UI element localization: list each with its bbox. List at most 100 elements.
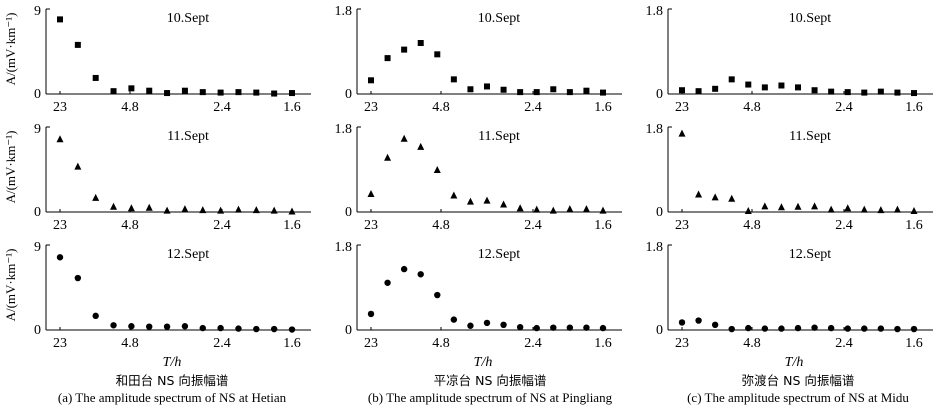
x-tick-label-pingliang-11sept-0: 23 [364,218,378,233]
y-tick-label-zero-hetian-12sept: 0 [34,323,41,338]
x-tick-label-midu-12sept-1: 4.8 [743,336,761,351]
data-point-midu-11sept-6 [777,203,785,211]
data-point-pingliang-12sept-1 [384,279,391,286]
data-point-pingliang-10sept-4 [434,51,441,58]
data-point-pingliang-11sept-11 [549,206,557,214]
x-tick-label-hetian-11sept-2: 2.4 [213,218,231,233]
data-point-hetian-12sept-5 [146,323,153,330]
data-point-hetian-10sept-11 [253,89,260,96]
data-point-hetian-11sept-10 [234,205,242,213]
x-tick-label-midu-11sept-3: 1.6 [905,218,923,233]
data-point-pingliang-11sept-4 [433,165,441,173]
y-tick-label-top-midu-12sept: 1.8 [646,240,664,255]
x-tick-label-hetian-12sept-0: 23 [53,336,67,351]
x-tick-label-hetian-11sept-0: 23 [53,218,67,233]
data-point-midu-10sept-2 [712,85,719,92]
data-point-pingliang-11sept-1 [384,153,392,161]
data-point-hetian-10sept-7 [181,87,188,94]
date-label-pingliang-11sept: 11.Sept [478,129,520,144]
data-point-pingliang-12sept-0 [367,310,375,318]
data-point-pingliang-10sept-5 [450,76,457,83]
data-point-hetian-11sept-7 [181,205,189,213]
data-point-pingliang-12sept-3 [417,271,424,278]
y-tick-label-zero-midu-12sept: 0 [656,323,663,338]
data-point-pingliang-12sept-11 [550,324,557,331]
data-point-hetian-10sept-0 [57,16,63,23]
y-tick-label-zero-midu-11sept: 0 [656,205,663,220]
y-tick-label-top-pingliang-12sept: 1.8 [335,240,353,255]
data-point-hetian-12sept-9 [217,324,224,332]
data-point-midu-12sept-8 [811,324,818,331]
data-point-hetian-11sept-1 [74,162,82,170]
date-label-pingliang-12sept: 12.Sept [478,247,521,262]
data-point-midu-10sept-9 [828,88,835,95]
data-point-hetian-10sept-9 [217,89,224,96]
data-point-midu-12sept-13 [894,325,901,333]
x-tick-label-pingliang-11sept-3: 1.6 [594,218,612,233]
x-axis-label-hetian-12sept: T/h [163,355,182,370]
data-point-midu-11sept-13 [893,205,901,213]
date-label-midu-10sept: 10.Sept [789,11,832,26]
data-point-pingliang-12sept-14 [599,324,607,332]
caption-hetian-cn: 和田台 NS 向振幅谱 [115,373,229,388]
data-point-pingliang-12sept-7 [483,319,491,327]
x-tick-label-midu-11sept-1: 4.8 [743,218,761,233]
data-point-hetian-12sept-4 [128,323,135,330]
data-point-hetian-10sept-5 [146,87,153,94]
y-axis-label-row-2: A/(mV·km⁻¹) [3,249,18,322]
x-tick-label-pingliang-10sept-0: 23 [364,100,378,115]
x-tick-label-pingliang-12sept-2: 2.4 [524,336,542,351]
data-point-pingliang-11sept-10 [533,205,541,213]
data-point-midu-12sept-12 [877,325,885,332]
x-tick-label-hetian-10sept-0: 23 [53,100,67,115]
data-point-pingliang-10sept-11 [550,86,557,93]
x-tick-label-pingliang-10sept-1: 4.8 [432,100,450,115]
data-point-midu-10sept-14 [911,90,917,97]
data-point-midu-12sept-4 [745,324,752,332]
x-tick-label-pingliang-12sept-1: 4.8 [432,336,450,351]
data-point-pingliang-10sept-13 [583,87,590,94]
data-point-hetian-11sept-3 [110,202,118,210]
x-tick-label-midu-11sept-0: 23 [675,218,689,233]
data-point-midu-10sept-1 [695,88,702,95]
data-point-pingliang-12sept-8 [500,321,507,329]
data-point-midu-10sept-13 [894,89,901,96]
y-tick-label-zero-pingliang-11sept: 0 [345,205,352,220]
data-point-pingliang-10sept-14 [600,89,606,96]
data-point-hetian-10sept-10 [235,89,242,96]
data-point-hetian-12sept-7 [181,323,189,330]
data-point-midu-11sept-3 [728,194,736,202]
data-point-pingliang-12sept-10 [533,324,540,332]
data-point-hetian-10sept-13 [289,90,295,97]
data-point-pingliang-10sept-0 [368,77,374,84]
data-point-hetian-10sept-12 [271,90,278,97]
x-tick-label-pingliang-12sept-3: 1.6 [594,336,612,351]
x-tick-label-pingliang-10sept-2: 2.4 [524,100,542,115]
caption-pingliang-cn: 平凉台 NS 向振幅谱 [433,373,547,388]
data-point-midu-10sept-11 [861,89,868,96]
data-point-pingliang-10sept-7 [484,83,490,90]
data-point-hetian-10sept-4 [128,85,135,92]
data-point-midu-11sept-4 [744,207,752,215]
data-point-midu-12sept-0 [678,319,686,326]
data-point-hetian-11sept-4 [127,204,135,212]
data-point-pingliang-11sept-2 [400,134,408,142]
x-tick-label-midu-11sept-2: 2.4 [835,218,853,233]
data-point-pingliang-12sept-13 [583,324,590,331]
y-tick-label-zero-hetian-10sept: 0 [34,87,41,102]
y-tick-label-top-hetian-12sept: 9 [34,240,41,255]
data-point-midu-11sept-1 [695,190,703,198]
data-point-hetian-10sept-6 [164,90,171,97]
data-point-midu-12sept-10 [844,325,851,332]
data-point-hetian-12sept-0 [56,254,64,261]
data-point-midu-11sept-7 [794,202,802,210]
y-axis-label-row-0: A/(mV·km⁻¹) [3,13,18,86]
data-point-midu-10sept-12 [877,88,884,95]
data-point-hetian-12sept-13 [288,326,296,333]
data-point-pingliang-11sept-12 [566,205,574,213]
data-point-hetian-10sept-2 [92,74,99,81]
data-point-hetian-12sept-3 [110,322,117,329]
x-tick-label-hetian-10sept-1: 4.8 [121,100,139,115]
data-point-pingliang-11sept-3 [417,142,425,150]
